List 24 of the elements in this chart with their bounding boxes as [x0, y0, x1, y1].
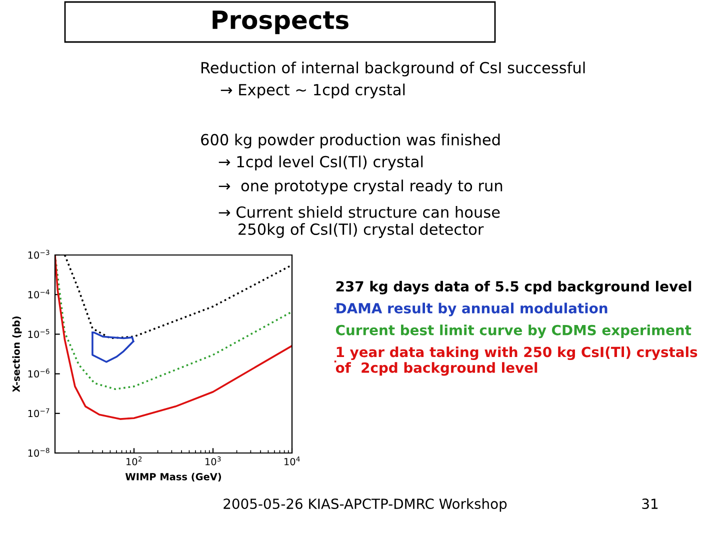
text: 237 kg days data of 5.5 cpd background level: [336, 280, 692, 294]
legend-label: DAMA result by annual modulation: [336, 302, 608, 316]
legend-label: 1 year data taking with 250 kg CsI(Tl) crystals of 2cpd background level: [336, 346, 698, 376]
text: Current best limit curve by CDMS experiment: [336, 324, 692, 338]
y-tick-label: 10$^{−6}$: [28, 368, 50, 378]
x-axis-title: WIMP Mass (GeV): [125, 472, 222, 482]
text: 2005-05-26 KIAS-APCTP-DMRC Workshop: [224, 498, 507, 512]
text: → Current shield structure can house 250kg of CsI(Tl) crystal detector: [218, 206, 500, 238]
y-tick-label: 10$^{−3}$: [28, 250, 50, 259]
text: Reduction of internal background of CsI successful: [202, 62, 585, 76]
chart-title: Prospects: [212, 10, 348, 34]
text: 600 kg powder production was finished: [201, 134, 500, 148]
x-tick-label: 10$^{4}$: [284, 456, 300, 466]
y-tick-label: 10$^{−5}$: [28, 329, 50, 338]
text: → one prototype crystal ready to run: [218, 180, 502, 194]
text: → 1cpd level CsI(Tl) crystal: [218, 156, 423, 170]
x-tick-label: 10$^{2}$: [126, 456, 142, 466]
y-tick-label: 10$^{−7}$: [28, 408, 50, 418]
y-tick-label: 10$^{−8}$: [28, 448, 50, 457]
x-tick-label: 10$^{3}$: [206, 456, 221, 466]
text: 31: [642, 498, 658, 510]
y-tick-label: 10$^{−4}$: [28, 290, 50, 298]
y-axis-title: X-section (pb): [12, 316, 22, 392]
text: → Expect ~ 1cpd crystal: [220, 84, 405, 98]
